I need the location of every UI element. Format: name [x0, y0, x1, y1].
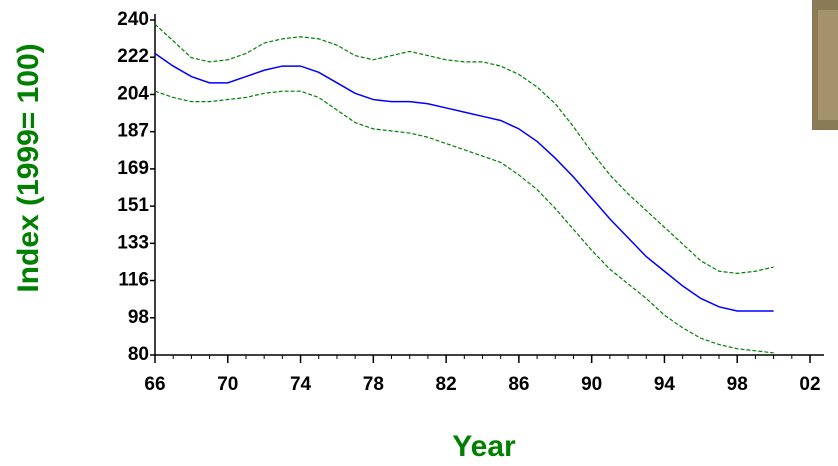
- x-tick-label: 74: [290, 374, 312, 395]
- y-tick-label: 169: [117, 158, 149, 179]
- x-axis-title: Year: [452, 430, 516, 463]
- y-tick-label: 204: [117, 83, 149, 104]
- y-tick-label: 240: [117, 9, 149, 30]
- y-tick-label: 80: [128, 344, 149, 365]
- line: [154, 52, 774, 312]
- x-tick-label: 70: [217, 374, 238, 395]
- y-tick-label: 151: [117, 195, 149, 216]
- x-tick-label: 78: [363, 374, 384, 395]
- x-tick-label: 02: [799, 374, 820, 395]
- x-tick-label: 66: [144, 374, 165, 395]
- photo-fragment: [818, 10, 838, 120]
- x-tick-label: 98: [727, 374, 748, 395]
- line: [154, 90, 774, 354]
- line: [154, 23, 774, 274]
- x-tick-label: 86: [508, 374, 529, 395]
- y-tick-label: 222: [117, 46, 149, 67]
- y-tick-label: 98: [128, 307, 149, 328]
- y-tick-label: 116: [118, 270, 149, 291]
- x-tick-label: 82: [436, 374, 457, 395]
- y-tick-label: 133: [117, 232, 149, 253]
- x-tick-label: 90: [581, 374, 602, 395]
- y-tick-label: 187: [117, 121, 149, 142]
- y-axis-title: Index (1999= 100): [12, 43, 45, 292]
- x-tick-label: 94: [654, 374, 676, 395]
